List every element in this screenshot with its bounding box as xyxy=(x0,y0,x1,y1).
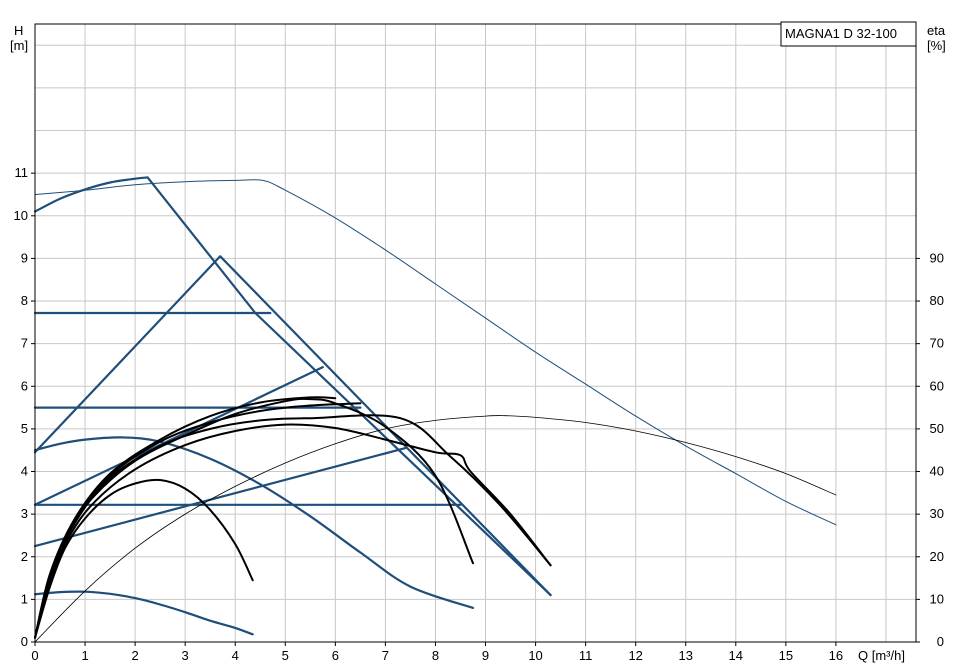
y-tick-label: 3 xyxy=(21,506,28,521)
curve-line-11 xyxy=(34,397,474,639)
y-axis-label: H xyxy=(14,23,23,38)
title-box-border xyxy=(780,21,917,47)
y-tick-label: 10 xyxy=(14,208,28,223)
grid-lines xyxy=(34,24,916,643)
curves xyxy=(33,176,837,643)
curve-line-15 xyxy=(34,179,837,526)
x-tick-label: 15 xyxy=(779,648,793,663)
x-tick-label: 16 xyxy=(829,648,843,663)
plot-border xyxy=(34,23,917,643)
chart-title: MAGNA1 D 32-100 xyxy=(785,26,897,41)
y2-tick-label: 20 xyxy=(930,549,944,564)
y2-axis-label: eta xyxy=(927,23,946,38)
y-tick-label: 8 xyxy=(21,293,28,308)
y2-tick-label: 90 xyxy=(930,250,944,265)
y-tick-label: 7 xyxy=(21,336,28,351)
y-tick-label: 2 xyxy=(21,549,28,564)
curve-line-14 xyxy=(34,396,337,639)
x-tick-label: 2 xyxy=(131,648,138,663)
curve-line-16 xyxy=(34,415,837,643)
y-tick-label: 6 xyxy=(21,378,28,393)
y2-tick-label: 50 xyxy=(930,421,944,436)
x-tick-label: 5 xyxy=(282,648,289,663)
plot-frame xyxy=(34,23,917,643)
x-tick-label: 14 xyxy=(729,648,743,663)
y-tick-label: 5 xyxy=(21,421,28,436)
y-tick-label: 1 xyxy=(21,591,28,606)
title-box: MAGNA1 D 32-100 xyxy=(780,21,917,47)
x-tick-label: 11 xyxy=(579,648,593,663)
x-tick-label: 9 xyxy=(482,648,489,663)
x-tick-label: 8 xyxy=(432,648,439,663)
tick-labels: 0 1 2 3 4 5 6 7 8 9 10 11 12 13 14 15 160123456789101101… xyxy=(14,165,944,663)
x-tick-label: 0 xyxy=(31,648,38,663)
y2-tick-label: 30 xyxy=(930,506,944,521)
curve-line-6 xyxy=(33,447,407,548)
y-tick-label: 4 xyxy=(21,464,28,479)
y-tick-label: 11 xyxy=(15,165,29,180)
curve-line-4 xyxy=(33,366,324,506)
curve-line-12 xyxy=(34,414,552,639)
x-tick-label: 1 xyxy=(81,648,88,663)
x-tick-label: 6 xyxy=(332,648,339,663)
curve-line-9 xyxy=(34,478,254,639)
y2-tick-label: 60 xyxy=(930,378,944,393)
x-axis-label: Q [m³/h] xyxy=(858,648,905,663)
y-axis-unit: [m] xyxy=(10,38,28,53)
y2-axis-unit: [%] xyxy=(927,38,946,53)
curve-line-2 xyxy=(33,255,552,597)
y-tick-label: 0 xyxy=(21,634,28,649)
y2-tick-label: 80 xyxy=(930,293,944,308)
y-tick-label: 9 xyxy=(21,250,28,265)
y2-tick-label: 40 xyxy=(930,464,944,479)
x-tick-label: 13 xyxy=(679,648,693,663)
x-tick-label: 12 xyxy=(628,648,642,663)
y2-tick-label: 10 xyxy=(930,591,944,606)
x-tick-label: 7 xyxy=(382,648,389,663)
y2-tick-label: 0 xyxy=(937,634,944,649)
curve-line-7 xyxy=(33,436,475,609)
curve-line-0 xyxy=(33,176,552,597)
x-tick-label: 10 xyxy=(528,648,542,663)
x-tick-label: 4 xyxy=(232,648,239,663)
x-tick-label: 3 xyxy=(182,648,189,663)
curve-line-8 xyxy=(33,590,254,636)
y2-tick-label: 70 xyxy=(930,336,944,351)
curve-line-10 xyxy=(34,423,552,639)
